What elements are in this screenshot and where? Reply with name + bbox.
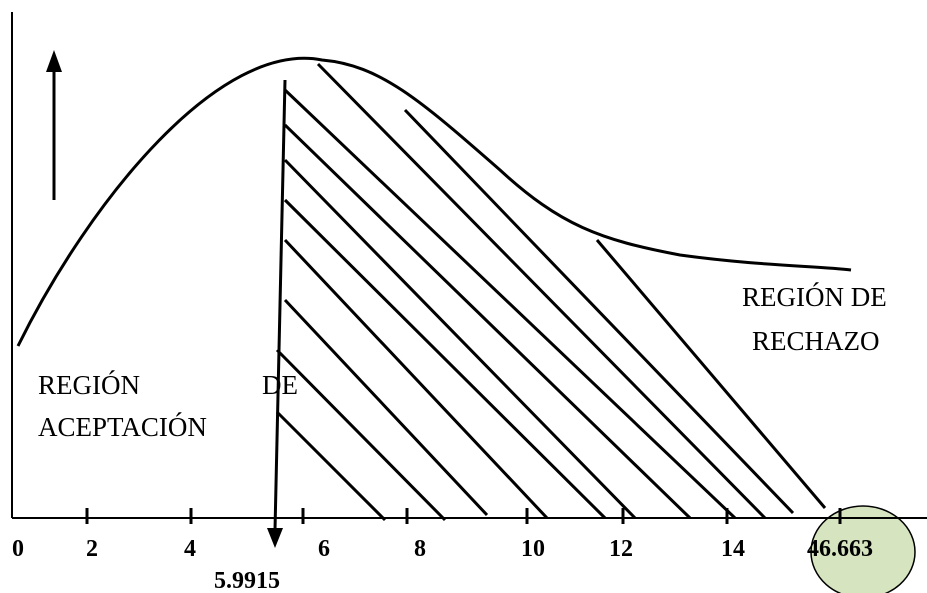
hatch-line	[316, 62, 767, 520]
rejection-region-label: REGIÓN DE	[742, 282, 887, 312]
x-axis-ticks	[85, 508, 842, 524]
x-tick-label: 10	[521, 536, 545, 562]
density-curve	[16, 56, 852, 347]
rejection-region-label: RECHAZO	[752, 326, 880, 356]
x-tick-label: 2	[86, 536, 98, 562]
hatch-line	[283, 158, 637, 520]
x-tick-label: 6	[318, 536, 330, 562]
hatch-line	[283, 238, 549, 520]
critical-value-label: 5.9915	[214, 568, 280, 593]
statistic-highlight-circle	[810, 505, 916, 593]
arrow-up-icon	[46, 50, 62, 200]
test-statistic-label: 46.663	[807, 536, 873, 562]
x-tick-label: 0	[12, 536, 24, 562]
acceptance-region-label: ACEPTACIÓN	[38, 412, 207, 442]
acceptance-region-label: DE	[262, 370, 298, 400]
x-tick-label: 8	[414, 536, 426, 562]
x-tick-label: 12	[609, 536, 633, 562]
hatch-line	[403, 108, 795, 515]
hatch-line	[283, 88, 737, 520]
x-tick-label: 4	[184, 536, 196, 562]
hatch-line	[275, 410, 387, 522]
arrow-down-icon	[267, 79, 287, 548]
hatch-line	[275, 348, 447, 522]
hatch-line	[283, 198, 607, 520]
x-tick-label: 14	[721, 536, 745, 562]
hatch-line	[283, 298, 489, 517]
acceptance-region-label: REGIÓN	[38, 370, 140, 400]
hatch-line	[595, 239, 827, 509]
hatch-line	[283, 123, 692, 520]
rejection-hatching	[275, 62, 827, 522]
